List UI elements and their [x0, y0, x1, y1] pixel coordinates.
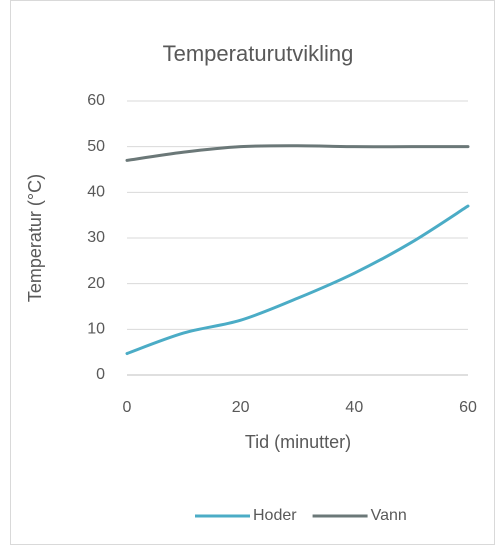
x-tick-label: 40: [345, 399, 363, 416]
y-tick-label: 0: [96, 366, 105, 383]
x-axis-label: Tid (minutter): [245, 432, 351, 452]
y-tick-label: 20: [87, 275, 105, 292]
chart-title: Temperaturutvikling: [163, 41, 354, 66]
y-tick-label: 10: [87, 321, 105, 338]
y-tick-label: 30: [87, 229, 105, 246]
chart-border: [10, 0, 495, 545]
y-tick-label: 60: [87, 92, 105, 109]
x-tick-label: 60: [459, 399, 477, 416]
series-line: [125, 144, 470, 162]
series-line: [125, 204, 470, 356]
y-axis-label: Temperatur (°C): [25, 174, 45, 302]
y-tick-label: 50: [87, 138, 105, 155]
legend-label: Hoder: [253, 507, 297, 524]
legend-label: Vann: [371, 507, 407, 524]
y-tick-label: 40: [87, 184, 105, 201]
x-tick-label: 20: [232, 399, 250, 416]
x-tick-label: 0: [123, 399, 132, 416]
